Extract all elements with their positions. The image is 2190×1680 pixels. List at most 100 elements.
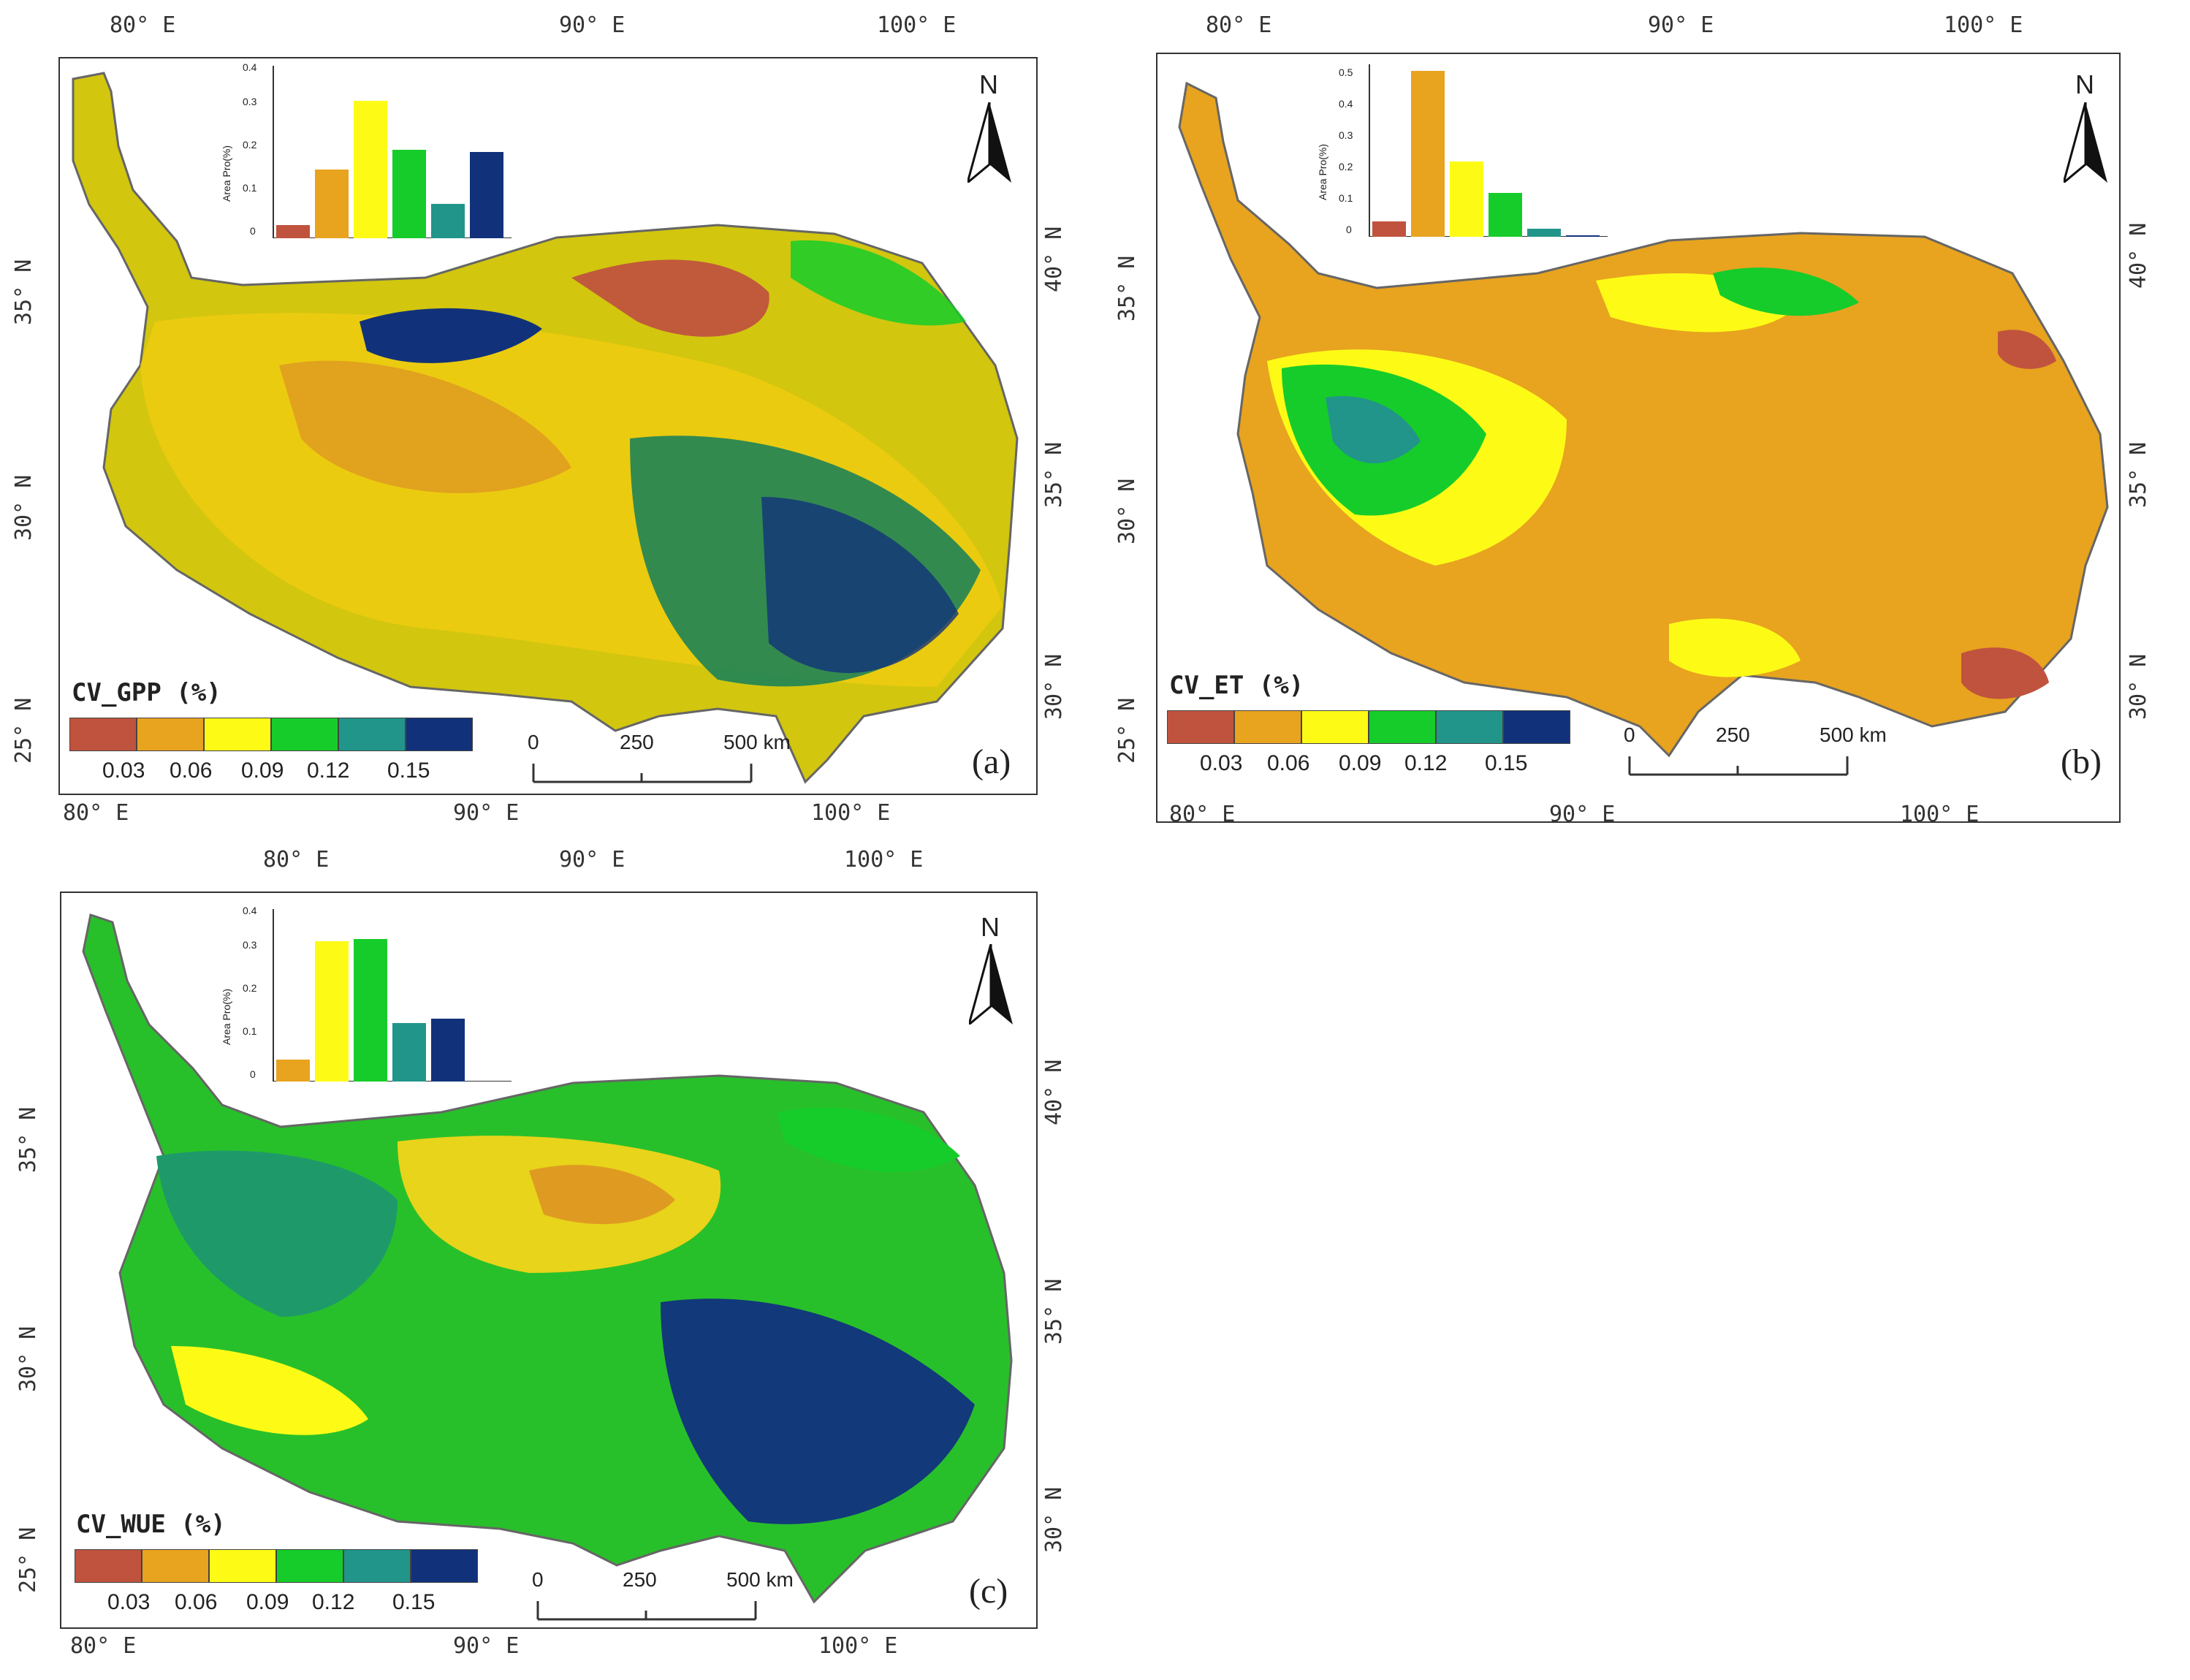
inset-ylabel: Area Pro(%) bbox=[221, 145, 232, 202]
top-tick-1: 80° E bbox=[1206, 12, 1272, 38]
scale-label: 0 bbox=[528, 731, 539, 753]
legend-swatch-6 bbox=[411, 1549, 478, 1583]
legend-value: 0.12 bbox=[307, 759, 350, 783]
bar-class-1 bbox=[276, 225, 310, 238]
inset-ytick: 0.1 bbox=[243, 1025, 257, 1037]
inset-ylabel: Area Pro(%) bbox=[221, 988, 232, 1045]
legend-swatch-3 bbox=[1301, 710, 1369, 744]
top-tick-3: 100° E bbox=[1944, 12, 2023, 38]
left-tick-1: 35° N bbox=[15, 1106, 41, 1173]
bottom-tick-3: 100° E bbox=[1900, 802, 1980, 827]
legend-swatch-6 bbox=[406, 718, 473, 751]
scale-label: 250 bbox=[1716, 723, 1750, 746]
inset-ytick: 0.1 bbox=[1339, 192, 1353, 204]
legend-swatch-1 bbox=[75, 1549, 142, 1583]
map-frame bbox=[1156, 53, 2121, 823]
bottom-tick-1: 80° E bbox=[70, 1633, 137, 1659]
bar-class-2 bbox=[315, 170, 349, 238]
legend-value: 0.12 bbox=[312, 1590, 355, 1614]
legend-swatch-5 bbox=[343, 1549, 411, 1583]
bar-class-2 bbox=[1411, 71, 1445, 237]
inset-ytick: 0.4 bbox=[243, 61, 257, 73]
left-tick-3: 25° N bbox=[15, 1527, 41, 1593]
right-tick-3: 30° N bbox=[1041, 1486, 1067, 1553]
top-tick-3: 100° E bbox=[877, 12, 957, 38]
bar-class-6 bbox=[431, 1019, 465, 1082]
inset-ytick: 0 bbox=[1346, 224, 1352, 235]
legend-value: 0.06 bbox=[1267, 751, 1310, 775]
legend-swatch-3 bbox=[209, 1549, 276, 1583]
scale-label: 500 km bbox=[723, 731, 791, 753]
legend-value: 0.06 bbox=[175, 1590, 218, 1614]
bar-class-6 bbox=[470, 152, 503, 238]
area-bar-chart-b bbox=[1366, 64, 1608, 237]
inset-axis-b: Area Pro(%) 0 0.1 0.2 0.3 0.4 0.5 bbox=[1315, 61, 1366, 241]
legend-value: 0.03 bbox=[1200, 751, 1243, 775]
north-arrow-icon bbox=[967, 102, 1011, 183]
panel-label: (c) bbox=[969, 1572, 1008, 1611]
legend-title: CV_ET (%) bbox=[1169, 671, 1304, 700]
bottom-tick-1: 80° E bbox=[1169, 802, 1236, 827]
area-bar-chart-c bbox=[270, 909, 512, 1082]
left-tick-2: 30° N bbox=[15, 1326, 41, 1392]
scale-label: 250 bbox=[620, 731, 654, 753]
scale-label: 500 km bbox=[726, 1568, 794, 1591]
scale-label: 0 bbox=[1624, 723, 1635, 746]
left-tick-1: 35° N bbox=[1114, 255, 1140, 322]
inset-ylabel: Area Pro(%) bbox=[1317, 143, 1328, 200]
scale-bar bbox=[532, 764, 753, 783]
inset-ytick: 0.3 bbox=[243, 939, 257, 951]
bar-class-4 bbox=[1488, 193, 1522, 237]
north-arrow-icon bbox=[969, 944, 1013, 1025]
legend-swatch-4 bbox=[271, 718, 338, 751]
legend-swatch-5 bbox=[338, 718, 406, 751]
legend-title: CV_WUE (%) bbox=[76, 1510, 226, 1539]
left-tick-2: 30° N bbox=[1114, 478, 1140, 544]
left-tick-3: 25° N bbox=[11, 697, 37, 764]
right-tick-2: 35° N bbox=[1041, 441, 1067, 508]
legend-value: 0.12 bbox=[1404, 751, 1448, 775]
left-tick-2: 30° N bbox=[11, 474, 37, 541]
north-label: N bbox=[2075, 69, 2094, 99]
legend-value: 0.09 bbox=[246, 1590, 289, 1614]
inset-ytick: 0.4 bbox=[1339, 98, 1353, 110]
legend-swatch-2 bbox=[142, 1549, 209, 1583]
inset-ytick: 0.3 bbox=[243, 96, 257, 107]
inset-ytick: 0.4 bbox=[243, 905, 257, 916]
right-tick-1: 40° N bbox=[1041, 1059, 1067, 1125]
scale-label: 250 bbox=[623, 1568, 657, 1591]
scale-label: 500 km bbox=[1820, 723, 1887, 746]
inset-ytick: 0.5 bbox=[1339, 66, 1353, 78]
top-tick-2: 90° E bbox=[559, 847, 626, 873]
inset-ytick: 0.2 bbox=[243, 982, 257, 994]
inset-ytick: 0.2 bbox=[243, 139, 257, 151]
legend-swatch-2 bbox=[137, 718, 204, 751]
panel-label: (a) bbox=[972, 742, 1011, 781]
legend-value: 0.15 bbox=[1485, 751, 1528, 775]
legend-value: 0.09 bbox=[241, 759, 284, 783]
bar-class-3 bbox=[1450, 161, 1483, 237]
legend-swatch-4 bbox=[276, 1549, 343, 1583]
legend-value: 0.15 bbox=[387, 759, 430, 783]
left-tick-3: 25° N bbox=[1114, 697, 1140, 764]
top-tick-2: 90° E bbox=[1648, 12, 1714, 38]
top-tick-2: 90° E bbox=[559, 12, 626, 38]
legend-title: CV_GPP (%) bbox=[72, 678, 221, 707]
bottom-tick-2: 90° E bbox=[1549, 802, 1616, 827]
inset-axis-c: Area Pro(%) 0 0.1 0.2 0.3 0.4 bbox=[219, 905, 270, 1086]
inset-ytick: 0 bbox=[250, 225, 256, 237]
legend-value: 0.06 bbox=[170, 759, 213, 783]
panel-label: (b) bbox=[2061, 742, 2102, 781]
top-tick-3: 100° E bbox=[844, 847, 924, 873]
legend-value: 0.15 bbox=[392, 1590, 436, 1614]
scale-bar bbox=[536, 1601, 757, 1621]
right-tick-2: 35° N bbox=[2126, 441, 2151, 508]
bar-class-1 bbox=[1372, 221, 1406, 237]
scale-bar bbox=[1628, 756, 1849, 776]
left-tick-1: 35° N bbox=[11, 259, 37, 325]
right-tick-1: 40° N bbox=[1041, 226, 1067, 292]
right-tick-3: 30° N bbox=[2126, 653, 2151, 720]
legend-swatch-1 bbox=[1167, 710, 1234, 744]
legend-swatch-3 bbox=[204, 718, 271, 751]
inset-axis-a: Area Pro(%) 0 0.1 0.2 0.3 0.4 bbox=[219, 61, 270, 243]
